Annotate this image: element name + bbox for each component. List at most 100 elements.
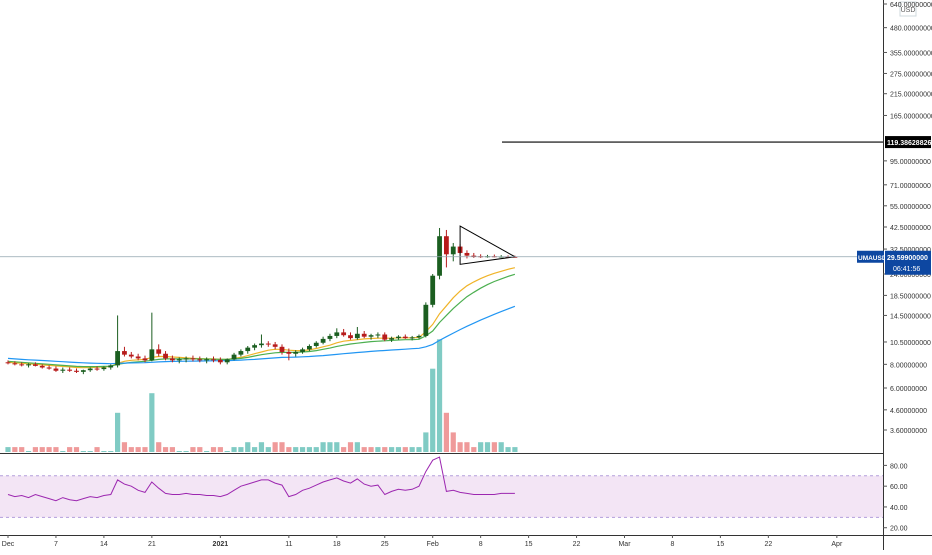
price-axis-background[interactable] bbox=[883, 0, 932, 550]
volume-bar bbox=[258, 442, 265, 452]
volume-bar bbox=[115, 412, 121, 452]
last-price-tag bbox=[885, 250, 931, 275]
price-tick-label: 480.00000000 bbox=[890, 26, 932, 33]
time-tick-label: 14 bbox=[100, 541, 108, 548]
volume-bar bbox=[347, 442, 354, 452]
volume-bar bbox=[512, 447, 518, 452]
candle-body bbox=[389, 338, 394, 340]
candle-body bbox=[361, 333, 367, 337]
rsi-tick-label: 60.00 bbox=[890, 484, 908, 491]
volume-bar bbox=[306, 447, 312, 452]
price-tick-label: 165.00000000 bbox=[890, 113, 932, 120]
triangle-pattern bbox=[459, 225, 517, 265]
time-tick-label: Feb bbox=[427, 541, 439, 548]
time-tick-label: Apr bbox=[831, 541, 843, 548]
rsi-tick-label: 40.00 bbox=[890, 505, 908, 512]
candle-body bbox=[108, 365, 114, 368]
volume-bar bbox=[313, 447, 319, 452]
volume-bar bbox=[224, 451, 230, 452]
candle-body bbox=[409, 337, 415, 339]
volume-bar bbox=[368, 447, 374, 452]
volume-bar bbox=[252, 447, 258, 452]
candle-body bbox=[245, 347, 251, 352]
rsi-layer bbox=[0, 456, 883, 518]
price-tick-label: 71.00000000 bbox=[890, 183, 931, 190]
candle-body bbox=[115, 351, 120, 366]
volume-bar bbox=[204, 451, 210, 452]
volume-bar bbox=[471, 447, 477, 452]
currency-badge[interactable] bbox=[899, 1, 917, 17]
volume-bar bbox=[382, 447, 388, 452]
volume-bar bbox=[73, 447, 80, 452]
volume-bar bbox=[197, 447, 203, 452]
volume-bar bbox=[60, 451, 66, 452]
moving-average-line bbox=[7, 267, 516, 369]
volume-bar bbox=[231, 447, 237, 452]
annotation-layer bbox=[0, 141, 883, 265]
candle-body bbox=[135, 356, 141, 359]
candle-body bbox=[142, 358, 148, 361]
candle-body bbox=[402, 336, 408, 339]
time-tick-label: 15 bbox=[717, 541, 725, 548]
price-tick-label: 18.50000000 bbox=[890, 293, 931, 300]
rsi-line bbox=[7, 456, 515, 502]
candle-body bbox=[176, 359, 182, 361]
candle-body bbox=[101, 367, 107, 370]
volume-bar bbox=[80, 451, 86, 452]
volume-bar bbox=[375, 447, 381, 452]
candle-body bbox=[293, 351, 299, 354]
price-tick-label: 8.00000000 bbox=[890, 362, 927, 369]
candle-body bbox=[128, 354, 134, 357]
candle-body bbox=[26, 364, 31, 366]
volume-bar bbox=[286, 447, 292, 452]
volume-bar bbox=[87, 451, 93, 452]
time-tick-label: 22 bbox=[764, 541, 772, 548]
candle-body bbox=[231, 354, 237, 360]
price-tick-label: 215.00000000 bbox=[890, 92, 932, 99]
price-tick-label: 55.00000000 bbox=[890, 204, 931, 211]
volume-bar bbox=[443, 412, 449, 452]
time-tick-label: Dec bbox=[2, 541, 15, 548]
candle-body bbox=[265, 343, 271, 345]
volume-bar bbox=[498, 442, 504, 452]
rsi-tick-label: 80.00 bbox=[890, 463, 908, 470]
candle-body bbox=[60, 369, 66, 371]
candle-body bbox=[19, 364, 25, 366]
volume-bar bbox=[327, 442, 333, 452]
currency-label: USD bbox=[901, 7, 916, 14]
candle-body bbox=[122, 351, 127, 355]
volume-bar bbox=[238, 447, 244, 452]
price-tick-label: 42.50000000 bbox=[890, 225, 931, 232]
volume-bar bbox=[436, 339, 443, 452]
candle-body bbox=[471, 255, 477, 257]
price-tick-label: 355.00000000 bbox=[890, 50, 932, 57]
candle-body bbox=[204, 359, 210, 361]
candle-body bbox=[320, 338, 326, 343]
candle-body bbox=[444, 236, 449, 255]
time-tick-label: Mar bbox=[618, 541, 631, 548]
volume-bar bbox=[416, 447, 422, 452]
candle-body bbox=[39, 365, 45, 368]
volume-bar bbox=[423, 432, 429, 452]
price-tick-label: 640.00000000 bbox=[890, 2, 932, 9]
candle-body bbox=[80, 370, 86, 372]
candle-body bbox=[252, 345, 257, 348]
volume-bar bbox=[464, 442, 470, 452]
candle-body bbox=[190, 358, 196, 360]
volume-bar bbox=[341, 447, 347, 452]
candle-body bbox=[396, 336, 401, 339]
candle-body bbox=[279, 346, 285, 352]
volume-bar bbox=[121, 442, 128, 452]
rsi-tick-label: 20.00 bbox=[890, 526, 908, 533]
last-price-label: 29.59900000 bbox=[887, 255, 928, 262]
candle-body bbox=[170, 358, 175, 361]
volume-bar bbox=[67, 447, 73, 452]
candle-body bbox=[46, 367, 52, 369]
volume-bar bbox=[19, 447, 25, 452]
moving-average-line bbox=[7, 305, 516, 365]
price-tick-label: 14.50000000 bbox=[890, 313, 931, 320]
rsi-band bbox=[0, 475, 883, 518]
